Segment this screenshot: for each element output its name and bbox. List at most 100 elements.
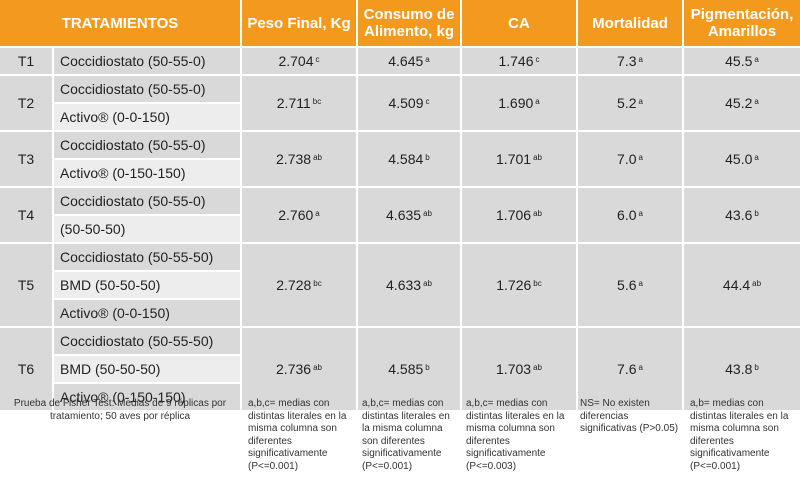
value-ca: 1.690 a — [462, 76, 576, 130]
value-consumo: 4.584 b — [358, 132, 460, 186]
significance-letter: c — [425, 97, 430, 106]
significance-letter: bc — [312, 97, 322, 106]
significance-letter: ab — [533, 153, 542, 162]
significance-letter: a — [754, 55, 759, 64]
treatment-id: T3 — [0, 132, 52, 186]
value-ca: 1.726 bc — [462, 244, 576, 326]
value-number: 6.0 — [617, 207, 637, 223]
header-peso-final: Peso Final, Kg — [242, 0, 356, 46]
footnote-pigmentacion: a,b= medias con distintas literales en l… — [690, 398, 789, 472]
value-pigmentacion: 43.8 b — [684, 328, 800, 410]
footnote-mortalidad: NS= No existen diferencias significativa… — [580, 398, 679, 434]
value-pigmentacion: 45.2 a — [684, 76, 800, 130]
footnote-ca: a,b,c= medias con distintas literales en… — [466, 398, 565, 472]
value-pigmentacion: 44.4 ab — [684, 244, 800, 326]
value-number: 1.746 — [498, 53, 534, 69]
header-pigmentacion: Pigmentación, Amarillos — [684, 0, 800, 46]
significance-letter: a — [638, 153, 643, 162]
significance-letter: ab — [313, 363, 322, 372]
value-number: 1.726 — [496, 277, 532, 293]
value-ca: 1.701 ab — [462, 132, 576, 186]
treatment-line: Coccidiostato (50-55-0) — [54, 188, 240, 214]
significance-letter: a — [638, 55, 643, 64]
significance-letter: ab — [533, 363, 542, 372]
treatment-line: Activo® (0-150-150) — [54, 160, 240, 186]
treatment-line: (50-50-50) — [54, 216, 240, 242]
significance-letter: b — [754, 209, 759, 218]
value-number: 2.711 — [276, 95, 311, 111]
significance-letter: bc — [533, 279, 542, 288]
value-mortalidad: 7.6 a — [578, 328, 682, 410]
value-number: 43.8 — [725, 361, 753, 377]
value-number: 4.635 — [386, 207, 422, 223]
significance-letter: a — [638, 363, 643, 372]
value-number: 2.760 — [278, 207, 314, 223]
treatment-line: Coccidiostato (50-55-0) — [54, 76, 240, 102]
significance-letter: ab — [533, 209, 542, 218]
value-mortalidad: 7.3 a — [578, 48, 682, 74]
value-mortalidad: 5.6 a — [578, 244, 682, 326]
value-peso: 2.738 ab — [242, 132, 356, 186]
significance-letter: a — [638, 209, 643, 218]
significance-letter: a — [315, 209, 320, 218]
value-pigmentacion: 45.0 a — [684, 132, 800, 186]
treatment-line: Coccidiostato (50-55-0) — [54, 132, 240, 158]
value-number: 4.633 — [386, 277, 422, 293]
treatment-line: Coccidiostato (50-55-50) — [54, 328, 240, 354]
significance-letter: a — [754, 97, 759, 106]
significance-letter: ab — [423, 209, 432, 218]
value-number: 4.509 — [388, 95, 424, 111]
value-number: 2.736 — [276, 361, 312, 377]
value-number: 45.5 — [725, 53, 753, 69]
value-number: 2.738 — [276, 151, 312, 167]
value-number: 5.2 — [617, 95, 637, 111]
significance-letter: bc — [313, 279, 322, 288]
value-number: 1.690 — [498, 95, 534, 111]
value-number: 5.6 — [617, 277, 637, 293]
treatment-line: BMD (50-50-50) — [54, 356, 240, 382]
header-tratamientos: TRATAMIENTOS — [0, 0, 240, 46]
value-number: 4.585 — [388, 361, 424, 377]
treatment-line: Coccidiostato (50-55-50) — [54, 244, 240, 270]
treatment-line: Activo® (0-0-150) — [54, 300, 240, 326]
value-number: 1.703 — [496, 361, 532, 377]
treatment-line: Activo® (0-0-150) — [54, 104, 240, 130]
value-number: 7.0 — [617, 151, 637, 167]
value-peso: 2.760 a — [242, 188, 356, 242]
value-number: 4.645 — [388, 53, 424, 69]
treatment-line: Coccidiostato (50-55-0) — [54, 48, 240, 74]
value-mortalidad: 6.0 a — [578, 188, 682, 242]
significance-letter: a — [638, 97, 643, 106]
significance-letter: a — [754, 153, 759, 162]
value-mortalidad: 5.2 a — [578, 76, 682, 130]
value-peso: 2.728 bc — [242, 244, 356, 326]
value-number: 2.704 — [278, 53, 314, 69]
value-ca: 1.746 c — [462, 48, 576, 74]
value-consumo: 4.509 c — [358, 76, 460, 130]
significance-letter: a — [425, 55, 430, 64]
value-consumo: 4.645 a — [358, 48, 460, 74]
footnote-peso: a,b,c= medias con distintas literales en… — [248, 398, 347, 472]
value-ca: 1.706 ab — [462, 188, 576, 242]
significance-letter: c — [315, 55, 320, 64]
significance-letter: ab — [313, 153, 322, 162]
significance-letter: ab — [752, 279, 762, 288]
significance-letter: a — [638, 279, 643, 288]
treatment-id: T1 — [0, 48, 52, 74]
treatment-id: T6 — [0, 328, 52, 410]
value-mortalidad: 7.0 a — [578, 132, 682, 186]
value-ca: 1.703 ab — [462, 328, 576, 410]
treatment-id: T2 — [0, 76, 52, 130]
value-consumo: 4.633 ab — [358, 244, 460, 326]
value-peso: 2.704 c — [242, 48, 356, 74]
footnote-consumo: a,b,c= medias con distintas literales en… — [362, 398, 450, 472]
significance-letter: c — [535, 55, 540, 64]
value-number: 1.706 — [496, 207, 532, 223]
significance-letter: ab — [423, 279, 432, 288]
value-peso: 2.711 bc — [242, 76, 356, 130]
value-number: 43.6 — [725, 207, 753, 223]
value-peso: 2.736 ab — [242, 328, 356, 410]
value-consumo: 4.585 b — [358, 328, 460, 410]
treatment-id: T4 — [0, 188, 52, 242]
